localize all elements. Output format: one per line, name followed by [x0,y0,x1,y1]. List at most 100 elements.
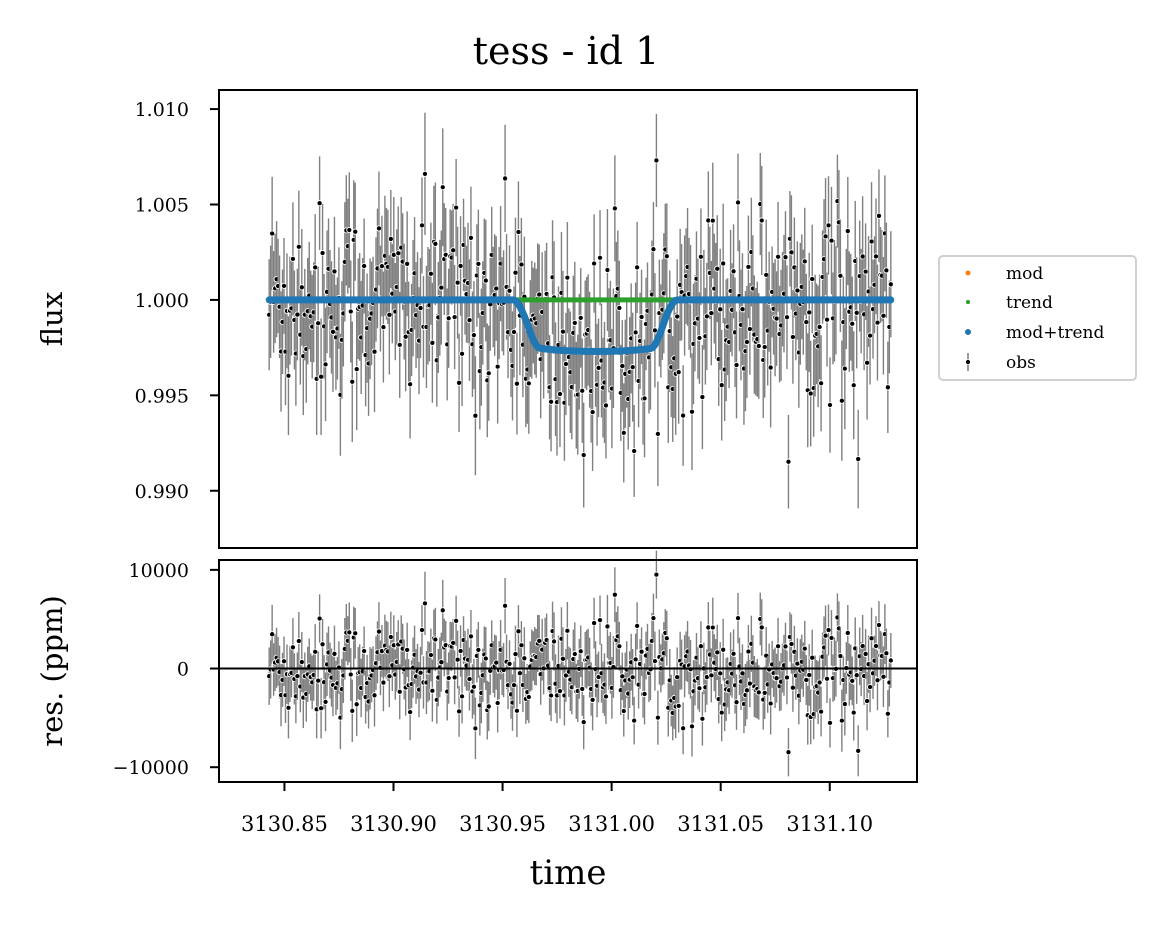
obs-point [853,309,860,316]
obs-point [502,175,509,182]
obs-point [595,364,602,371]
residual-point [801,645,808,652]
x-tick-label: 3131.05 [677,812,764,836]
obs-point [467,234,474,241]
obs-point [631,447,638,455]
obs-point [803,319,810,326]
obs-point [785,458,792,465]
residual-point [743,687,750,694]
residual-point [371,692,378,699]
residual-point [634,622,641,629]
obs-point [591,260,598,267]
residual-point [438,659,445,666]
legend-obs-label: obs [1006,353,1036,373]
obs-point [493,285,500,292]
obs-point [513,380,520,387]
flux-data-layer [266,112,894,509]
obs-point [485,370,492,377]
obs-point [680,412,687,419]
obs-point [427,270,434,277]
obs-point [826,401,834,409]
x-axis-label: time [530,853,607,893]
residual-point [849,677,856,684]
residuals-y-tick-label: 10000 [129,560,189,582]
residual-point [485,703,492,710]
residual-point [653,571,660,578]
obs-point [651,327,658,334]
flux-y-tick-label: 1.010 [135,99,189,121]
obs-point [396,341,403,348]
obs-point [482,277,489,284]
obs-point [536,291,543,298]
residual-point [708,672,715,679]
residual-point [472,725,479,732]
residual-point [872,642,880,650]
obs-point [494,363,501,370]
residual-point [789,684,796,691]
obs-point [801,258,808,265]
obs-point [816,323,823,330]
obs-point [794,287,801,294]
residual-point [580,719,587,726]
residual-point [418,626,426,634]
residual-point [361,647,368,655]
obs-point [859,253,866,260]
residual-point [407,709,414,716]
residual-point [506,660,513,667]
residual-point [564,627,571,634]
residual-point [453,617,460,624]
obs-point [697,253,704,260]
residual-point [494,699,501,707]
obs-point [868,238,875,245]
residual-point [758,624,765,631]
obs-point [418,222,426,229]
obs-point [445,315,452,322]
obs-point [638,313,645,321]
residual-point [322,698,329,705]
legend-obs-marker [965,359,971,365]
residual-point [773,675,780,682]
residual-point [844,629,851,636]
obs-point [717,306,724,313]
residuals-panel-frame [218,559,918,783]
residual-point [680,725,687,732]
residual-point [577,648,584,655]
obs-point [438,284,445,291]
obs-point [475,260,482,267]
legend-mod-trend-marker [965,329,971,335]
residual-point [611,591,618,598]
residual-point [294,673,301,680]
legend-entry-obs: obs [965,353,1036,373]
residual-point [315,677,322,684]
chart-title: tess - id 1 [473,29,660,73]
residual-point [493,659,500,666]
residual-point [663,635,670,642]
obs-point [874,319,881,326]
residual-point [571,650,578,658]
residual-point [862,650,869,657]
obs-point [849,320,856,327]
obs-point [506,287,513,294]
obs-point [616,304,623,311]
obs-point [466,317,473,324]
flux-panel: 0.990 0.995 1.000 1.005 1.010 flux [35,89,918,549]
flux-y-tick-label: 1.005 [135,195,189,217]
obs-point [295,243,302,250]
residual-point [591,620,598,627]
obs-point [525,380,532,387]
obs-point [809,275,816,283]
obs-point [864,359,871,366]
obs-point [450,247,457,254]
x-tick-label: 3131.10 [786,812,873,836]
residual-point [651,658,658,665]
obs-point [454,279,461,286]
obs-point [548,398,555,405]
obs-point [470,332,477,339]
residual-point [451,674,458,681]
residual-point [809,654,816,661]
obs-point [718,382,725,389]
residual-point [785,749,792,756]
obs-point [619,362,626,369]
residual-point [387,633,394,641]
residual-point [838,717,845,724]
